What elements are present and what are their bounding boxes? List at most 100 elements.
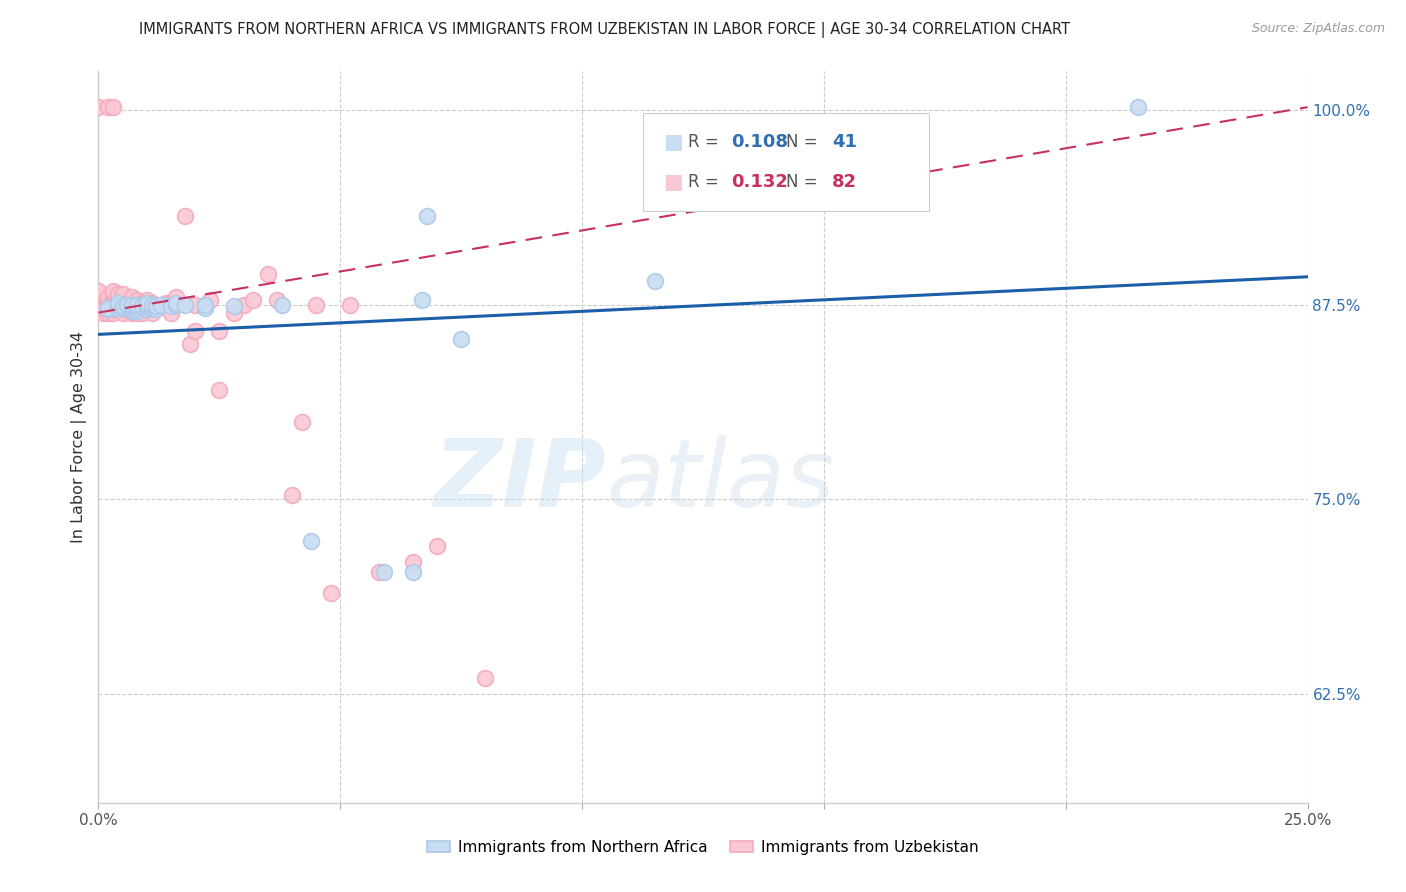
Point: [111, 299, 134, 313]
Point: [174, 298, 197, 312]
Point: [402, 566, 425, 580]
Point: [107, 286, 129, 301]
Point: [111, 302, 134, 317]
Point: [97, 305, 120, 319]
Point: [97, 301, 120, 315]
Point: [97, 302, 120, 317]
Text: ■: ■: [664, 171, 683, 192]
Point: [97, 299, 120, 313]
Point: [368, 566, 391, 580]
Point: [416, 209, 439, 223]
Point: [87, 284, 110, 298]
Point: [150, 299, 173, 313]
Point: [299, 534, 322, 549]
Point: [121, 302, 143, 317]
Point: [111, 301, 134, 315]
Point: [208, 384, 231, 398]
Point: [474, 671, 496, 685]
Point: [402, 555, 425, 569]
Point: [160, 299, 183, 313]
Point: [141, 296, 163, 310]
Point: [107, 296, 129, 310]
Point: [97, 100, 120, 114]
Point: [91, 305, 114, 319]
Point: [111, 296, 134, 310]
Point: [87, 286, 110, 301]
Point: [107, 290, 129, 304]
Point: [141, 301, 163, 315]
Text: atlas: atlas: [606, 435, 835, 526]
Point: [256, 267, 278, 281]
Point: [127, 293, 149, 307]
Point: [121, 298, 143, 312]
Point: [135, 299, 157, 313]
Text: Source: ZipAtlas.com: Source: ZipAtlas.com: [1251, 22, 1385, 36]
Point: [281, 488, 304, 502]
Point: [87, 302, 110, 317]
Text: IMMIGRANTS FROM NORTHERN AFRICA VS IMMIGRANTS FROM UZBEKISTAN IN LABOR FORCE | A: IMMIGRANTS FROM NORTHERN AFRICA VS IMMIG…: [139, 22, 1070, 38]
Point: [117, 298, 139, 312]
Point: [339, 298, 361, 312]
Point: [232, 298, 254, 312]
Point: [101, 100, 124, 114]
Point: [194, 298, 217, 312]
Point: [145, 302, 167, 317]
Point: [644, 275, 666, 289]
Point: [373, 566, 395, 580]
Point: [160, 296, 183, 310]
Point: [131, 305, 153, 319]
Text: ZIP: ZIP: [433, 435, 606, 527]
Point: [87, 293, 110, 307]
Point: [111, 293, 134, 307]
Point: [145, 302, 167, 317]
Legend: Immigrants from Northern Africa, Immigrants from Uzbekistan: Immigrants from Northern Africa, Immigra…: [422, 834, 984, 861]
Point: [174, 209, 197, 223]
Y-axis label: In Labor Force | Age 30-34: In Labor Force | Age 30-34: [72, 331, 87, 543]
Text: ■: ■: [664, 132, 683, 153]
Point: [450, 332, 472, 346]
Point: [87, 100, 110, 114]
Point: [135, 293, 157, 307]
Point: [179, 336, 201, 351]
Text: R =: R =: [688, 173, 724, 191]
Point: [194, 301, 217, 315]
Point: [121, 305, 143, 319]
Point: [208, 324, 231, 338]
Point: [121, 302, 143, 317]
Point: [97, 290, 120, 304]
Point: [135, 296, 157, 310]
Point: [135, 299, 157, 313]
Point: [222, 305, 245, 319]
Point: [101, 296, 124, 310]
Point: [91, 302, 114, 317]
Point: [426, 539, 449, 553]
Point: [184, 324, 207, 338]
Point: [101, 284, 124, 298]
Point: [155, 296, 177, 310]
Point: [135, 298, 157, 312]
Point: [107, 302, 129, 317]
Point: [165, 296, 187, 310]
Text: 0.108: 0.108: [731, 133, 789, 152]
Point: [107, 299, 129, 313]
Point: [107, 296, 129, 310]
Point: [101, 290, 124, 304]
Point: [87, 299, 110, 313]
Point: [121, 290, 143, 304]
Point: [101, 299, 124, 313]
Point: [127, 298, 149, 312]
Point: [117, 302, 139, 317]
Text: N =: N =: [786, 173, 823, 191]
Point: [305, 298, 328, 312]
Point: [160, 305, 183, 319]
Text: R =: R =: [688, 133, 724, 152]
Point: [266, 293, 288, 307]
Point: [101, 305, 124, 319]
Point: [1128, 100, 1150, 114]
Text: 41: 41: [832, 133, 858, 152]
Point: [184, 298, 207, 312]
Point: [198, 293, 221, 307]
Point: [145, 299, 167, 313]
Point: [127, 305, 149, 319]
Point: [111, 299, 134, 313]
